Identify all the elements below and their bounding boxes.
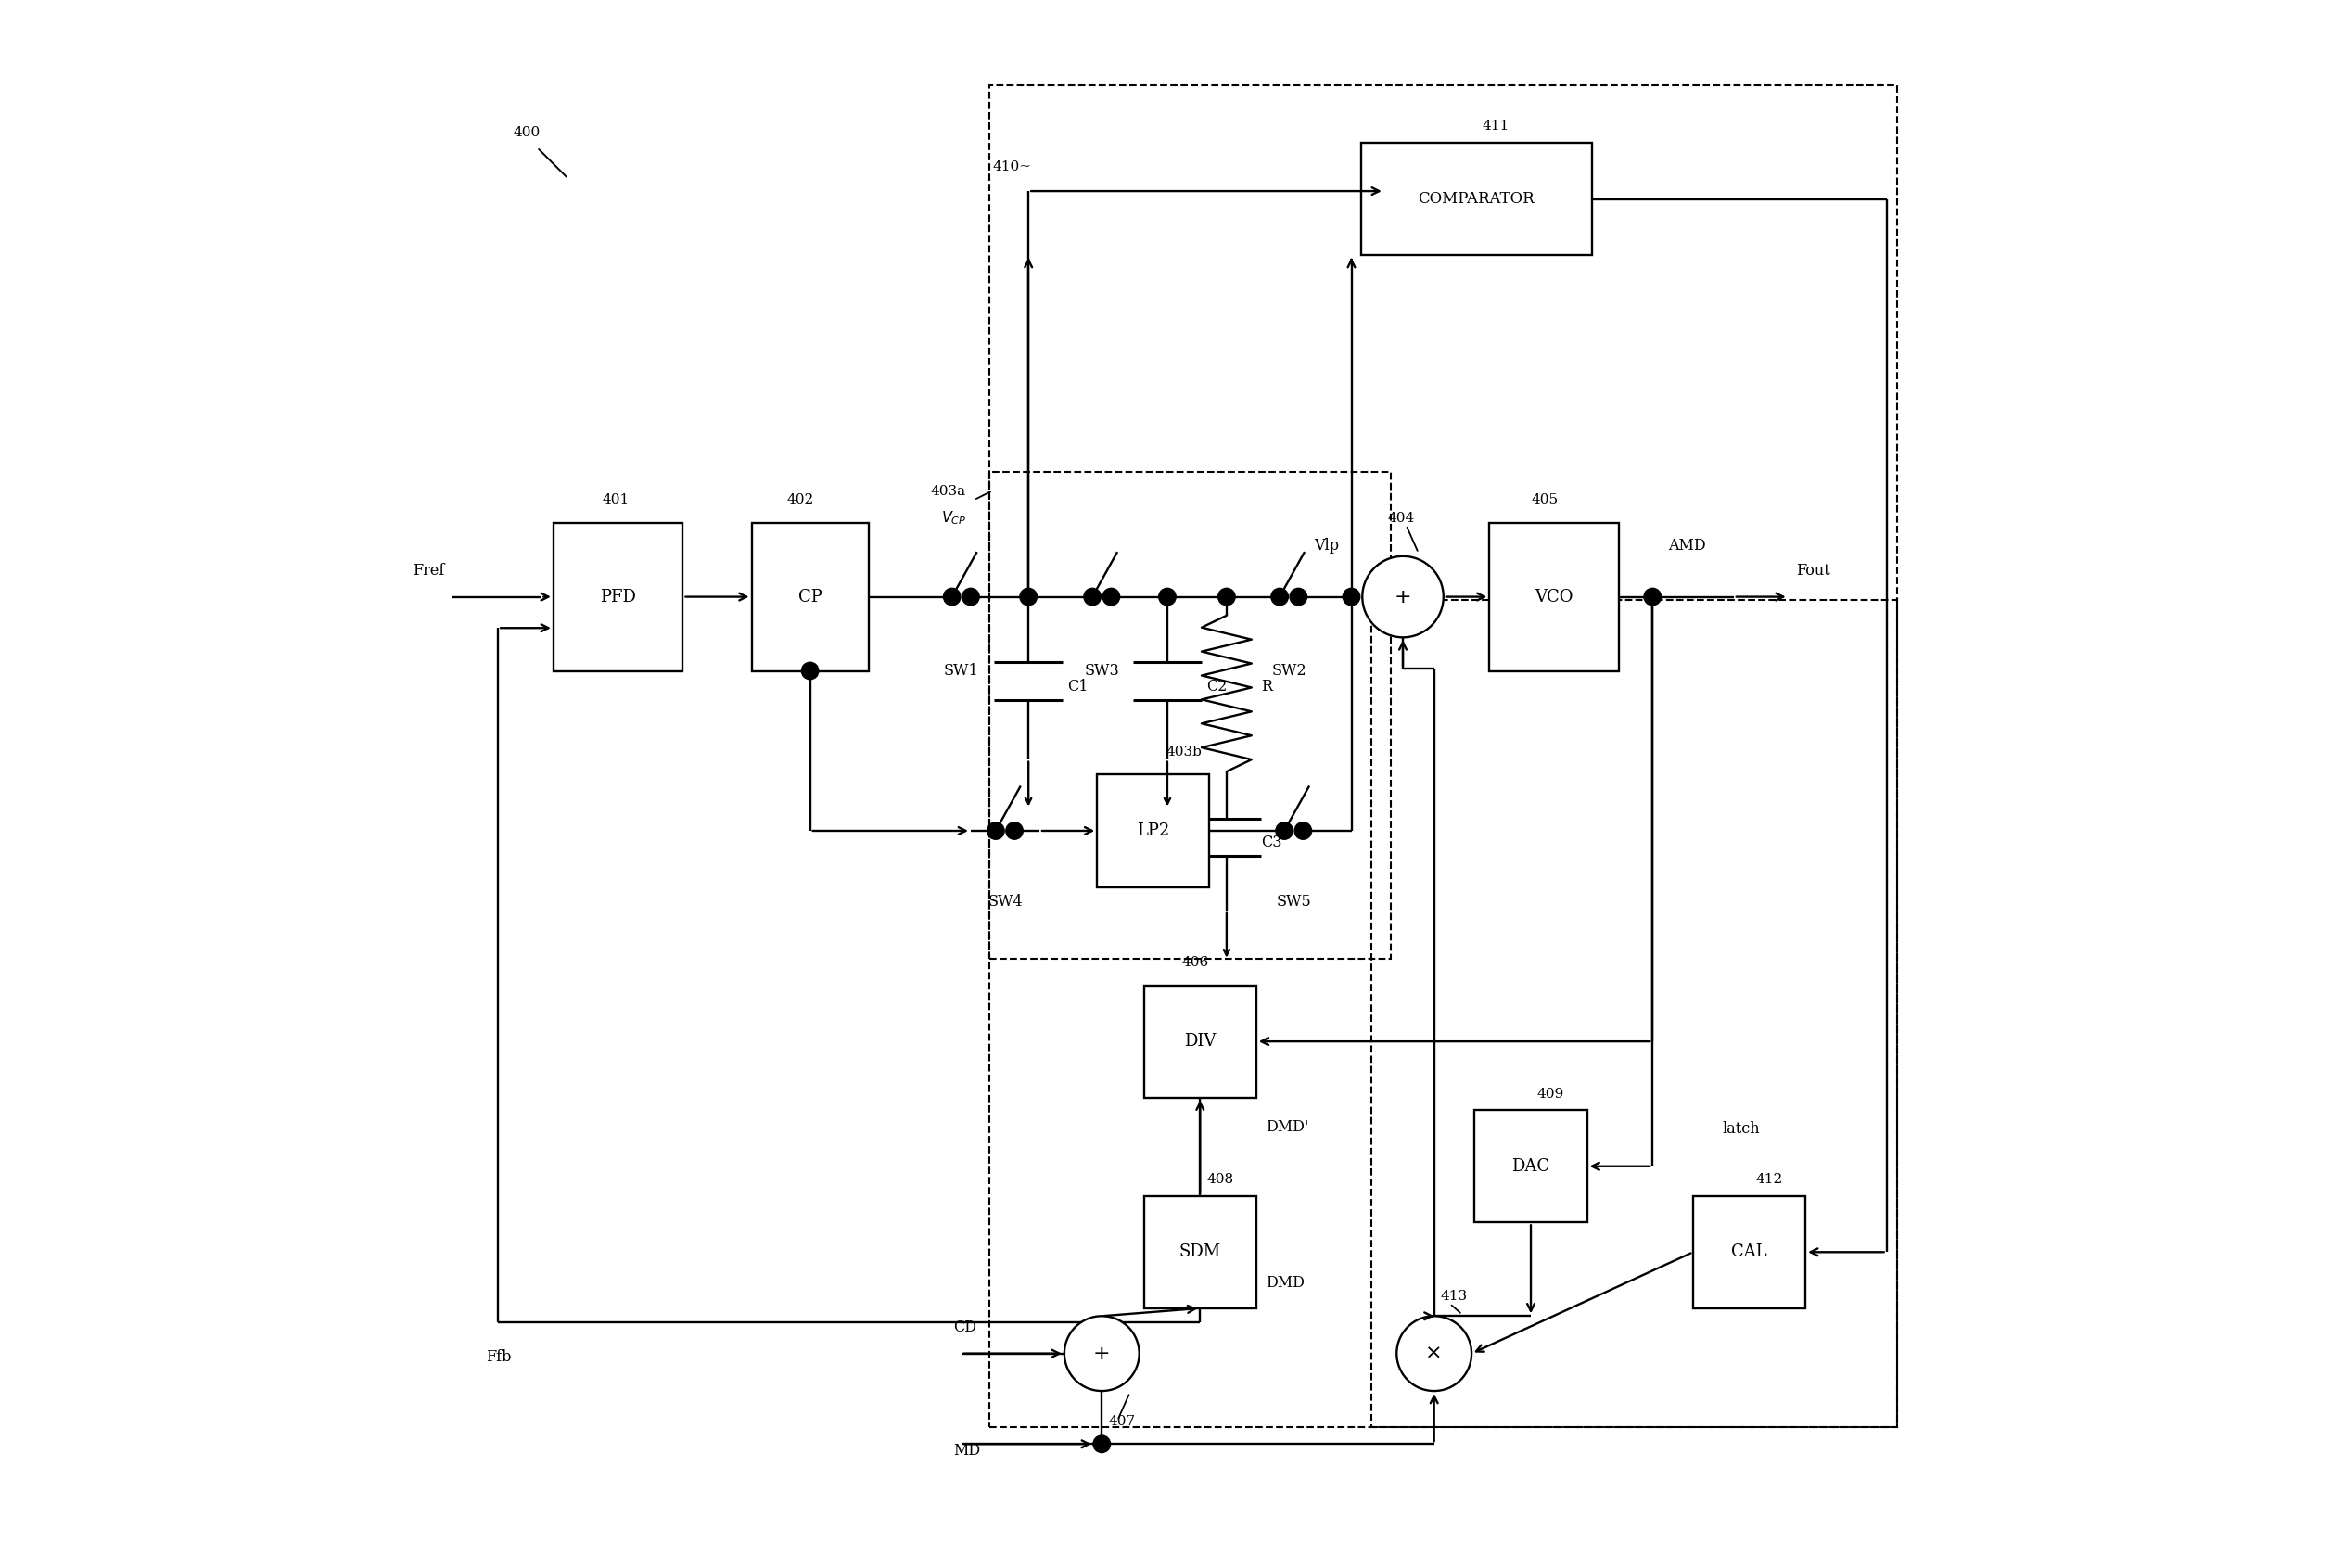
- Text: DMD: DMD: [1266, 1275, 1306, 1290]
- Circle shape: [1294, 822, 1313, 839]
- Text: 407: 407: [1109, 1414, 1134, 1428]
- Text: C2: C2: [1207, 679, 1226, 695]
- Bar: [1692, 1196, 1805, 1308]
- Circle shape: [1343, 588, 1360, 605]
- Circle shape: [1643, 588, 1662, 605]
- Bar: [1144, 985, 1256, 1098]
- Text: +: +: [1395, 588, 1411, 607]
- Text: R: R: [1261, 679, 1273, 695]
- Circle shape: [1289, 588, 1308, 605]
- Text: 404: 404: [1388, 511, 1413, 525]
- Text: 406: 406: [1181, 956, 1210, 969]
- Text: Fref: Fref: [413, 563, 445, 579]
- Text: 402: 402: [788, 494, 813, 506]
- Bar: [553, 522, 682, 671]
- Circle shape: [1020, 588, 1036, 605]
- Circle shape: [961, 588, 980, 605]
- Bar: [1144, 1196, 1256, 1308]
- Text: DMD': DMD': [1266, 1120, 1308, 1135]
- Bar: [1362, 143, 1592, 256]
- Circle shape: [1083, 588, 1102, 605]
- Circle shape: [1362, 557, 1444, 637]
- Text: SW4: SW4: [987, 894, 1022, 909]
- Text: 403a: 403a: [931, 485, 966, 499]
- Bar: [989, 472, 1390, 958]
- Circle shape: [1064, 1316, 1139, 1391]
- Text: SW5: SW5: [1275, 894, 1310, 909]
- Text: Fout: Fout: [1796, 563, 1831, 579]
- Bar: [1371, 601, 1899, 1427]
- Text: 411: 411: [1481, 121, 1510, 133]
- Text: latch: latch: [1723, 1121, 1760, 1137]
- Circle shape: [802, 662, 818, 679]
- Text: C3: C3: [1261, 834, 1282, 850]
- Circle shape: [1102, 588, 1120, 605]
- Bar: [1474, 1110, 1587, 1223]
- Bar: [989, 85, 1899, 1427]
- Circle shape: [1006, 822, 1022, 839]
- Circle shape: [1397, 1316, 1472, 1391]
- Text: DAC: DAC: [1512, 1157, 1549, 1174]
- Text: 401: 401: [602, 494, 631, 506]
- Text: AMD: AMD: [1669, 538, 1706, 554]
- Text: +: +: [1092, 1344, 1111, 1363]
- Text: MD: MD: [954, 1443, 980, 1458]
- Circle shape: [942, 588, 961, 605]
- Circle shape: [1275, 822, 1294, 839]
- Text: $V_{CP}$: $V_{CP}$: [940, 510, 966, 527]
- Text: CP: CP: [797, 588, 823, 605]
- Text: CD: CD: [954, 1320, 977, 1336]
- Text: DIV: DIV: [1184, 1033, 1217, 1051]
- Text: 400: 400: [513, 127, 541, 140]
- Text: SW2: SW2: [1270, 663, 1306, 679]
- Text: 408: 408: [1207, 1173, 1233, 1187]
- Text: C1: C1: [1067, 679, 1088, 695]
- Text: 410~: 410~: [992, 160, 1031, 174]
- Circle shape: [1270, 588, 1289, 605]
- Bar: [1488, 522, 1620, 671]
- Text: PFD: PFD: [600, 588, 635, 605]
- Bar: [752, 522, 870, 671]
- Text: SW3: SW3: [1085, 663, 1120, 679]
- Circle shape: [1219, 588, 1235, 605]
- Circle shape: [1158, 588, 1177, 605]
- Text: CAL: CAL: [1732, 1243, 1767, 1261]
- Circle shape: [1092, 1435, 1111, 1452]
- Text: COMPARATOR: COMPARATOR: [1418, 191, 1535, 207]
- Text: Ffb: Ffb: [485, 1348, 511, 1366]
- Text: 403b: 403b: [1165, 746, 1202, 759]
- Text: ×: ×: [1425, 1344, 1444, 1363]
- Text: SDM: SDM: [1179, 1243, 1221, 1261]
- Text: Vlp: Vlp: [1315, 538, 1338, 554]
- Text: 409: 409: [1538, 1088, 1563, 1101]
- Text: LP2: LP2: [1137, 823, 1170, 839]
- Text: 412: 412: [1756, 1173, 1784, 1187]
- Text: 405: 405: [1531, 494, 1559, 506]
- Text: VCO: VCO: [1535, 588, 1573, 605]
- Bar: [1097, 775, 1210, 887]
- Text: 413: 413: [1439, 1290, 1467, 1303]
- Circle shape: [987, 822, 1003, 839]
- Text: SW1: SW1: [945, 663, 980, 679]
